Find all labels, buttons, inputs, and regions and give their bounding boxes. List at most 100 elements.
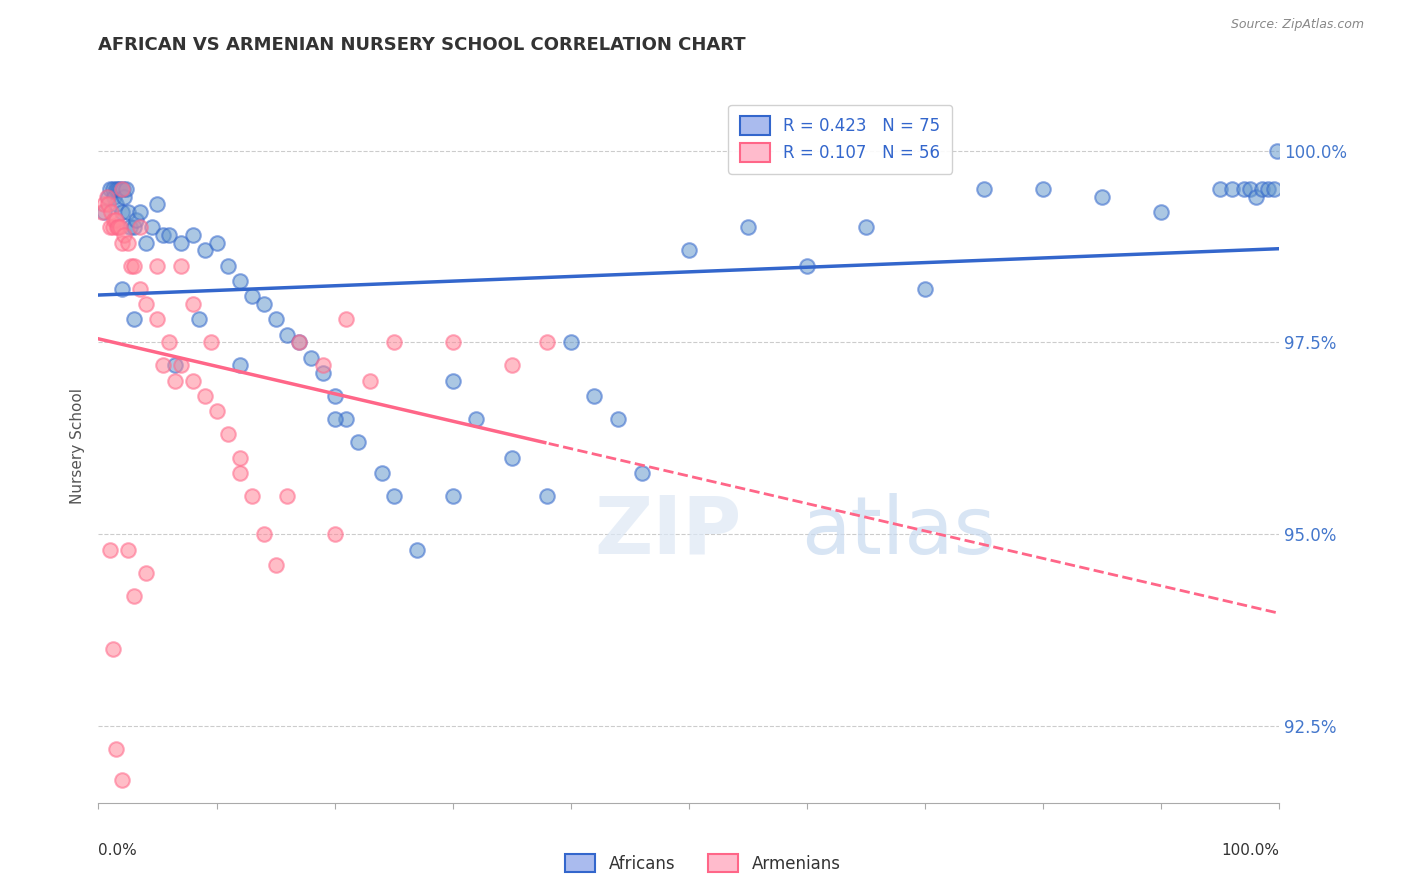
Point	[264, 558, 287, 572]
Point	[112, 227, 135, 242]
Point	[1150, 205, 1173, 219]
Text: AFRICAN VS ARMENIAN NURSERY SCHOOL CORRELATION CHART: AFRICAN VS ARMENIAN NURSERY SCHOOL CORRE…	[98, 36, 747, 54]
Point	[111, 205, 134, 219]
Legend: Africans, Armenians: Africans, Armenians	[558, 847, 848, 880]
Point	[105, 742, 128, 756]
Point	[101, 182, 124, 196]
Point	[973, 182, 995, 196]
Point	[108, 182, 131, 196]
Point	[1220, 182, 1243, 196]
Point	[97, 189, 120, 203]
Point	[323, 412, 346, 426]
Point	[441, 374, 464, 388]
Point	[117, 205, 139, 219]
Point	[157, 227, 180, 242]
Point	[335, 412, 357, 426]
Point	[111, 235, 134, 250]
Point	[135, 235, 157, 250]
Point	[200, 335, 222, 350]
Point	[103, 189, 125, 203]
Point	[108, 220, 131, 235]
Point	[165, 359, 187, 373]
Point	[103, 212, 125, 227]
Text: atlas: atlas	[801, 492, 995, 571]
Point	[194, 244, 217, 258]
Text: 0.0%: 0.0%	[98, 843, 138, 858]
Point	[229, 466, 252, 480]
Point	[105, 212, 128, 227]
Point	[141, 220, 163, 235]
Point	[122, 312, 145, 326]
Point	[240, 489, 263, 503]
Point	[796, 259, 818, 273]
Point	[253, 297, 276, 311]
Point	[441, 489, 464, 503]
Point	[1263, 182, 1285, 196]
Point	[406, 542, 429, 557]
Point	[112, 189, 135, 203]
Point	[135, 297, 157, 311]
Point	[536, 489, 558, 503]
Legend: R = 0.423   N = 75, R = 0.107   N = 56: R = 0.423 N = 75, R = 0.107 N = 56	[728, 104, 952, 174]
Point	[111, 772, 134, 787]
Point	[312, 366, 335, 380]
Point	[128, 282, 150, 296]
Point	[128, 205, 150, 219]
Text: 100.0%: 100.0%	[1222, 843, 1279, 858]
Point	[97, 197, 120, 211]
Text: ZIP: ZIP	[595, 492, 742, 571]
Point	[323, 527, 346, 541]
Point	[1233, 182, 1256, 196]
Text: Source: ZipAtlas.com: Source: ZipAtlas.com	[1230, 18, 1364, 31]
Point	[121, 259, 143, 273]
Point	[117, 542, 139, 557]
Point	[98, 182, 121, 196]
Point	[217, 259, 239, 273]
Point	[323, 389, 346, 403]
Point	[382, 489, 405, 503]
Point	[100, 205, 122, 219]
Point	[105, 220, 128, 235]
Point	[96, 189, 118, 203]
Point	[264, 312, 287, 326]
Point	[276, 489, 298, 503]
Point	[111, 182, 134, 196]
Point	[583, 389, 606, 403]
Point	[441, 335, 464, 350]
Point	[111, 282, 134, 296]
Point	[312, 359, 335, 373]
Point	[359, 374, 381, 388]
Point	[170, 235, 193, 250]
Point	[165, 374, 187, 388]
Point	[146, 259, 169, 273]
Point	[914, 282, 936, 296]
Point	[737, 220, 759, 235]
Point	[240, 289, 263, 303]
Point	[181, 227, 204, 242]
Point	[299, 351, 322, 365]
Point	[1265, 144, 1288, 158]
Point	[1239, 182, 1261, 196]
Point	[170, 259, 193, 273]
Point	[101, 642, 124, 657]
Point	[93, 205, 115, 219]
Point	[335, 312, 357, 326]
Point	[1257, 182, 1279, 196]
Point	[146, 197, 169, 211]
Point	[107, 220, 129, 235]
Point	[105, 197, 128, 211]
Point	[114, 182, 136, 196]
Point	[93, 197, 115, 211]
Point	[560, 335, 582, 350]
Point	[122, 220, 145, 235]
Point	[855, 220, 877, 235]
Point	[1091, 189, 1114, 203]
Point	[501, 450, 523, 465]
Point	[105, 182, 128, 196]
Point	[1244, 189, 1267, 203]
Point	[288, 335, 311, 350]
Point	[91, 205, 114, 219]
Point	[536, 335, 558, 350]
Point	[1209, 182, 1232, 196]
Point	[607, 412, 630, 426]
